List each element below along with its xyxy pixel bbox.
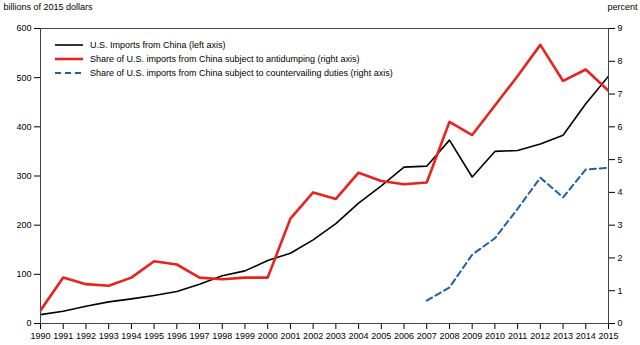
svg-text:9: 9 xyxy=(618,23,623,33)
svg-text:2: 2 xyxy=(618,253,623,263)
svg-text:1992: 1992 xyxy=(76,331,96,341)
svg-text:2001: 2001 xyxy=(280,331,300,341)
svg-text:0: 0 xyxy=(26,318,31,328)
svg-text:2003: 2003 xyxy=(326,331,346,341)
svg-text:1996: 1996 xyxy=(167,331,187,341)
svg-text:2014: 2014 xyxy=(576,331,596,341)
svg-text:3: 3 xyxy=(618,220,623,230)
svg-text:2012: 2012 xyxy=(530,331,550,341)
svg-text:8: 8 xyxy=(618,56,623,66)
svg-text:1991: 1991 xyxy=(53,331,73,341)
svg-text:2002: 2002 xyxy=(303,331,323,341)
svg-text:400: 400 xyxy=(16,122,31,132)
svg-text:100: 100 xyxy=(16,269,31,279)
svg-text:1999: 1999 xyxy=(235,331,255,341)
svg-text:5: 5 xyxy=(618,154,623,164)
svg-text:2000: 2000 xyxy=(258,331,278,341)
svg-text:percent: percent xyxy=(607,2,638,12)
svg-text:1990: 1990 xyxy=(30,331,50,341)
svg-text:6: 6 xyxy=(618,122,623,132)
svg-text:600: 600 xyxy=(16,23,31,33)
svg-text:2008: 2008 xyxy=(439,331,459,341)
svg-text:2004: 2004 xyxy=(349,331,369,341)
html-text:U.S. Imports from China (left: U.S. Imports from China (left axis) xyxy=(90,40,226,50)
html-text:Share of U.S. imports from Chi: Share of U.S. imports from China subject… xyxy=(90,54,360,64)
svg-text:billions of 2015 dollars: billions of 2015 dollars xyxy=(4,2,94,12)
svg-text:2006: 2006 xyxy=(394,331,414,341)
svg-text:500: 500 xyxy=(16,73,31,83)
svg-text:2009: 2009 xyxy=(462,331,482,341)
svg-text:2011: 2011 xyxy=(508,331,527,341)
svg-text:1: 1 xyxy=(618,286,623,296)
svg-text:2010: 2010 xyxy=(485,331,505,341)
svg-text:7: 7 xyxy=(618,89,623,99)
svg-text:300: 300 xyxy=(16,171,31,181)
svg-text:1995: 1995 xyxy=(144,331,164,341)
svg-text:1994: 1994 xyxy=(121,331,141,341)
svg-text:2015: 2015 xyxy=(598,331,618,341)
svg-text:1993: 1993 xyxy=(99,331,119,341)
svg-text:4: 4 xyxy=(618,187,623,197)
svg-text:1997: 1997 xyxy=(190,331,210,341)
html-text:Share of U.S. imports from Chi: Share of U.S. imports from China subject… xyxy=(90,68,393,78)
svg-text:2013: 2013 xyxy=(553,331,573,341)
svg-text:2005: 2005 xyxy=(371,331,391,341)
svg-text:0: 0 xyxy=(618,318,623,328)
svg-text:1998: 1998 xyxy=(212,331,232,341)
svg-text:2007: 2007 xyxy=(417,331,437,341)
svg-text:200: 200 xyxy=(16,220,31,230)
